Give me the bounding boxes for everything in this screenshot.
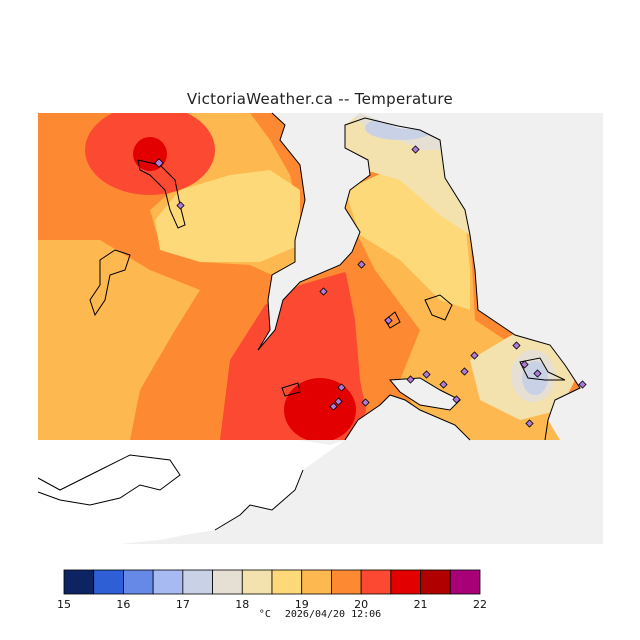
legend-tick-label: 16 [116, 598, 130, 611]
station-marker[interactable] [384, 316, 393, 325]
legend-tick-label: 19 [295, 598, 309, 611]
legend-tick-label: 17 [176, 598, 190, 611]
legend-swatch [420, 569, 451, 595]
legend-swatch [152, 569, 184, 595]
station-marker[interactable] [525, 419, 534, 428]
unit-label: °C [258, 609, 271, 620]
legend-swatch [63, 569, 95, 595]
station-marker[interactable] [533, 369, 542, 378]
legend-swatch [182, 569, 213, 595]
legend-swatch [301, 569, 332, 595]
page-title: VictoriaWeather.ca -- Temperature [186, 90, 454, 108]
station-marker[interactable] [319, 287, 328, 296]
legend-tick-label: 21 [414, 598, 428, 611]
station-marker[interactable] [337, 383, 346, 392]
legend-swatch [360, 569, 392, 595]
station-marker[interactable] [520, 360, 529, 369]
station-marker[interactable] [329, 402, 338, 411]
station-marker[interactable] [154, 158, 164, 168]
legend-tick-label: 15 [57, 598, 71, 611]
legend-swatch [331, 569, 362, 595]
legend-ticks: 15 16 17 18 19 20 21 22 [57, 598, 487, 611]
station-marker[interactable] [357, 260, 366, 269]
station-marker[interactable] [361, 398, 370, 407]
legend-swatch [390, 569, 421, 595]
legend-swatch [93, 569, 124, 595]
legend-swatch [449, 569, 481, 595]
footer: °C 2026/04/20 12:06 [0, 609, 640, 620]
legend-tick-label: 22 [473, 598, 487, 611]
legend-tick-label: 18 [235, 598, 249, 611]
legend-swatch [212, 569, 243, 595]
station-marker[interactable] [578, 380, 587, 389]
legend-swatch [123, 569, 154, 595]
land-area [38, 440, 345, 544]
legend-swatch [241, 569, 273, 595]
station-marker[interactable] [176, 201, 185, 210]
legend-swatches [63, 569, 481, 595]
coastline [37, 112, 581, 531]
station-marker[interactable] [460, 367, 469, 376]
station-marker[interactable] [452, 395, 461, 404]
station-markers [154, 145, 587, 428]
station-marker[interactable] [411, 145, 420, 154]
station-marker[interactable] [422, 370, 431, 379]
legend-swatch [271, 569, 303, 595]
legend-tick-label: 20 [354, 598, 368, 611]
station-marker[interactable] [470, 351, 479, 360]
timestamp: 2026/04/20 12:06 [284, 609, 382, 620]
station-marker[interactable] [334, 397, 343, 406]
temperature-contours [38, 113, 603, 440]
station-marker[interactable] [512, 341, 521, 350]
station-marker[interactable] [439, 380, 448, 389]
station-marker[interactable] [406, 375, 415, 384]
